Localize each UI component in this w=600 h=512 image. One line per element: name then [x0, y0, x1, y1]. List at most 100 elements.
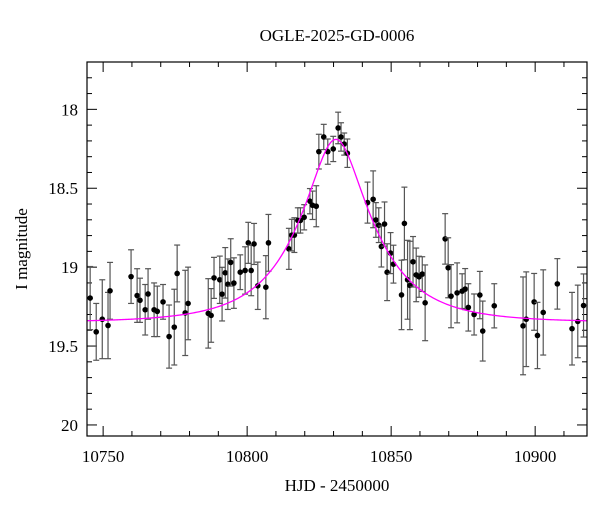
- data-point: [330, 146, 337, 152]
- y-tick-label: 18.5: [48, 179, 78, 198]
- data-point: [251, 241, 257, 247]
- data-point: [373, 217, 379, 223]
- data-point: [477, 292, 483, 298]
- data-point-group: [569, 291, 576, 366]
- data-point-group: [370, 170, 377, 229]
- data-point: [142, 306, 148, 313]
- data-point-group: [93, 302, 100, 361]
- data-point: [286, 246, 292, 252]
- data-point-group: [534, 301, 541, 370]
- data-point-group: [335, 111, 342, 145]
- data-point-group: [338, 122, 345, 152]
- data-point-group: [313, 185, 320, 228]
- data-point-group: [107, 261, 114, 320]
- data-point: [531, 299, 537, 305]
- data-point: [410, 258, 416, 265]
- data-point: [137, 297, 143, 304]
- data-point: [370, 196, 376, 203]
- y-tick-label: 19.5: [48, 337, 78, 356]
- data-point-group: [448, 264, 455, 329]
- data-point: [422, 300, 428, 306]
- data-point: [248, 267, 254, 274]
- data-point: [93, 329, 100, 335]
- data-point: [301, 214, 307, 221]
- data-point-group: [219, 266, 226, 322]
- axis-ticks: [87, 61, 587, 436]
- data-point-group: [315, 133, 322, 170]
- data-point-group: [205, 278, 212, 349]
- data-point: [404, 276, 411, 283]
- x-axis-label: HJD - 2450000: [285, 476, 390, 495]
- data-point: [313, 203, 320, 210]
- data-point: [569, 325, 575, 332]
- data-point: [154, 308, 161, 315]
- data-point-group: [265, 213, 272, 272]
- data-point: [320, 134, 327, 140]
- data-point-group: [128, 249, 135, 305]
- data-point: [479, 328, 486, 334]
- data-point-group: [142, 283, 149, 336]
- data-point-group: [242, 246, 249, 295]
- data-point-group: [419, 256, 426, 293]
- data-point-group: [297, 207, 304, 234]
- y-tick-label: 19: [61, 258, 78, 277]
- data-point: [219, 291, 225, 297]
- x-tick-label: 10750: [82, 447, 125, 466]
- data-point: [185, 300, 191, 307]
- data-point: [222, 270, 229, 276]
- data-point: [134, 292, 140, 299]
- plot-area: [86, 111, 587, 376]
- data-point-group: [520, 276, 527, 376]
- data-point: [263, 284, 269, 290]
- y-axis-label: I magnitude: [12, 208, 31, 290]
- data-point-group: [523, 271, 530, 368]
- data-point: [174, 270, 180, 277]
- data-point: [211, 275, 217, 281]
- data-point: [231, 280, 237, 286]
- data-point: [227, 259, 234, 266]
- data-point-group: [166, 304, 173, 369]
- data-point: [145, 291, 151, 297]
- data-point-group: [531, 272, 538, 331]
- data-point: [242, 267, 248, 274]
- data-point-group: [465, 283, 472, 332]
- data-point: [316, 148, 322, 155]
- data-point-group: [160, 283, 167, 320]
- data-point-group: [445, 237, 452, 299]
- data-point: [580, 302, 587, 309]
- x-tick-label: 10900: [514, 447, 557, 466]
- data-point: [307, 198, 313, 204]
- data-point-group: [227, 238, 234, 287]
- data-point-group: [442, 213, 449, 265]
- data-point-group: [174, 244, 181, 303]
- data-point: [471, 311, 477, 318]
- data-point: [462, 286, 468, 292]
- x-tick-label: 10850: [370, 447, 413, 466]
- data-point-group: [237, 254, 244, 291]
- data-point: [128, 273, 134, 280]
- data-point: [454, 290, 460, 296]
- data-point-group: [87, 265, 94, 331]
- data-point-group: [364, 181, 371, 224]
- data-point: [445, 264, 451, 271]
- data-point: [245, 240, 252, 246]
- data-point: [523, 316, 530, 323]
- data-point: [554, 281, 561, 287]
- data-point-group: [208, 288, 215, 343]
- data-point: [534, 332, 541, 339]
- data-point-group: [554, 258, 561, 310]
- data-point-group: [454, 262, 461, 324]
- y-tick-label: 20: [61, 416, 78, 435]
- data-point: [160, 299, 166, 305]
- data-point-group: [245, 221, 252, 264]
- data-point-group: [151, 282, 158, 338]
- plot-frame: [86, 61, 588, 437]
- data-point: [338, 134, 344, 140]
- data-point: [216, 276, 223, 283]
- data-point-group: [381, 201, 388, 247]
- data-point-group: [251, 222, 258, 266]
- x-tick-label: 10800: [226, 447, 269, 466]
- data-point-group: [574, 284, 581, 359]
